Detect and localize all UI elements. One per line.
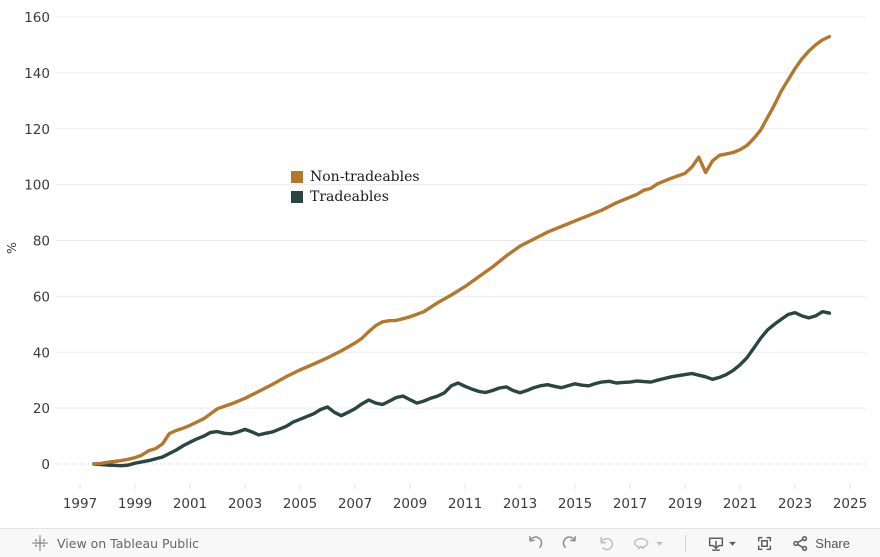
line-chart: 0 20 40 60 80 100 120 140 160 1997 1999 2001 2003 200… — [4, 10, 867, 512]
legend: Non-tradeables Tradeables — [291, 167, 420, 207]
x-tick-label: 2003 — [228, 496, 262, 512]
refresh-icon — [634, 538, 649, 550]
fullscreen-icon — [758, 536, 772, 550]
series-line-non-tradeables[interactable] — [92, 34, 832, 466]
x-tick-label: 2007 — [338, 496, 372, 512]
view-on-tableau-public-link[interactable]: View on Tableau Public — [32, 535, 199, 551]
non-tradeables-swatch-icon — [291, 171, 303, 183]
legend-label: Tradeables — [310, 189, 389, 205]
toolbar-divider — [685, 534, 687, 552]
dropdown-caret-icon — [656, 541, 664, 546]
y-tick-label: 140 — [24, 66, 50, 82]
undo-button[interactable] — [524, 533, 545, 554]
series-line-tradeables[interactable] — [92, 310, 832, 468]
dropdown-caret-icon — [729, 541, 737, 546]
chart-area: 0 20 40 60 80 100 120 140 160 1997 1999 2001 2003 200… — [4, 10, 868, 512]
share-button[interactable]: Share — [790, 533, 852, 554]
y-axis-title: % — [4, 242, 19, 254]
x-tick-label: 2005 — [283, 496, 317, 512]
tradeables-swatch-icon — [291, 191, 303, 203]
download-icon — [709, 536, 724, 551]
download-button[interactable] — [705, 533, 739, 554]
legend-item-tradeables[interactable]: Tradeables — [291, 187, 420, 207]
x-tick-label: 2001 — [173, 496, 207, 512]
legend-label: Non-tradeables — [310, 169, 420, 185]
toolbar-actions: Share — [524, 533, 852, 554]
x-tick-label: 2011 — [448, 496, 482, 512]
share-icon — [793, 535, 808, 551]
y-tick-label: 160 — [24, 10, 50, 26]
y-tick-label: 100 — [24, 178, 50, 194]
x-tick-label: 1999 — [118, 496, 152, 512]
x-tick-label: 2009 — [393, 496, 427, 512]
y-tick-label: 80 — [33, 234, 50, 250]
tableau-toolbar: View on Tableau Public — [0, 528, 880, 557]
y-tick-label: 20 — [33, 401, 50, 417]
y-tick-label: 120 — [24, 122, 50, 138]
x-tick-label: 2019 — [668, 496, 702, 512]
refresh-button[interactable] — [632, 533, 666, 553]
x-tick-label: 2025 — [833, 496, 867, 512]
revert-button[interactable] — [596, 533, 617, 554]
y-tick-label: 60 — [33, 289, 50, 305]
redo-button[interactable] — [560, 533, 581, 554]
tableau-logo-icon — [32, 535, 48, 551]
y-tick-label: 40 — [33, 345, 50, 361]
undo-icon — [529, 535, 543, 548]
x-tick-label: 2015 — [558, 496, 592, 512]
view-on-tableau-public-label: View on Tableau Public — [57, 535, 200, 551]
x-tick-label: 2017 — [613, 496, 647, 512]
x-tick-label: 1997 — [63, 496, 97, 512]
y-tick-label: 0 — [41, 457, 50, 473]
fullscreen-button[interactable] — [754, 533, 775, 554]
x-tick-label: 2021 — [723, 496, 757, 512]
share-label: Share — [815, 535, 850, 551]
revert-icon — [600, 536, 614, 550]
redo-icon — [563, 535, 577, 548]
x-tick-label: 2013 — [503, 496, 537, 512]
legend-item-non-tradeables[interactable]: Non-tradeables — [291, 167, 420, 187]
x-tick-label: 2023 — [778, 496, 812, 512]
